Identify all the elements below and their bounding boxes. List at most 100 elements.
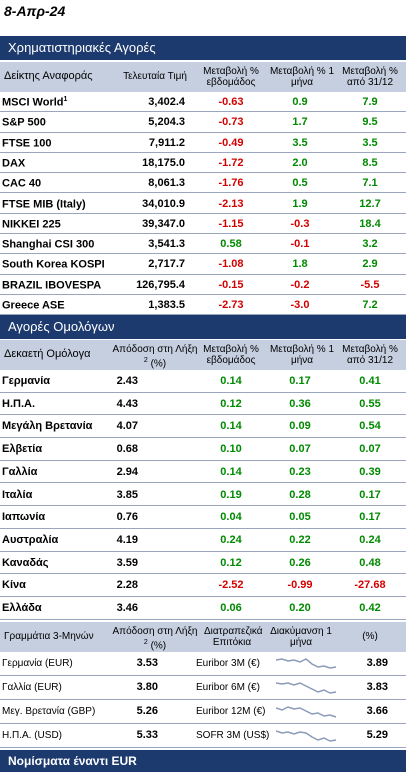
stocks-header-row: Δείκτης Αναφοράς Τελευταία Τιμή Μεταβολή… (0, 62, 406, 92)
bills-row-sparkline (276, 682, 337, 694)
bills-row-sparkline (276, 730, 337, 742)
bonds-header-week: Μεταβολή % εβδομάδος (203, 344, 259, 366)
bonds-row-yield: 3.59 (116, 556, 138, 569)
bills-header-yield-unit: (%) (150, 640, 167, 652)
stocks-row-name: South Korea KOSPI (2, 258, 105, 271)
bonds-row-month: 0.28 (289, 488, 311, 501)
stocks-row-name: NIKKEI 225 (2, 218, 61, 231)
bonds-row-yield: 0.76 (116, 511, 138, 524)
stocks-row-week: -0.15 (218, 278, 244, 291)
bills-row-rate: SOFR 3M (US$) (196, 730, 270, 741)
bonds-row-ytd: 0.41 (359, 375, 381, 387)
bonds-row-yield: 4.07 (116, 420, 138, 433)
bonds-header-yield-sup: 2 (143, 357, 148, 364)
bonds-row-ytd: 0.48 (359, 556, 381, 569)
stocks-row: MSCI World1 3,402.4 -0.63 0.9 7.9 (0, 92, 406, 113)
bonds-header-month: Μεταβολή % 1 μήνα (269, 344, 335, 366)
bonds-row-yield: 2.94 (116, 465, 138, 478)
bonds-row: Ιταλία 3.85 0.19 0.28 0.17 (0, 484, 406, 507)
bonds-row-month: 0.23 (289, 465, 311, 478)
stocks-header-index: Δείκτης Αναφοράς (4, 70, 93, 82)
stocks-row-month: -0.1 (290, 238, 310, 251)
bonds-header-yield-label: Απόδοση στη Λήξη (112, 344, 198, 355)
stocks-row: Shanghai CSI 300 3,541.3 0.58 -0.1 3.2 (0, 234, 406, 255)
stocks-row-last: 8,061.3 (148, 177, 185, 190)
bills-row-name: Γαλλία (EUR) (2, 682, 62, 693)
bills-row: Η.Π.Α. (USD) 5.33 SOFR 3M (US$) 5.29 (0, 724, 406, 748)
bonds-row-ytd: 0.17 (359, 511, 381, 524)
bills-row-name: Γερμανία (EUR) (2, 658, 73, 669)
stocks-row-name: CAC 40 (2, 177, 41, 190)
bonds-row-yield: 2.28 (116, 579, 138, 592)
stocks-row-name: FTSE 100 (2, 137, 52, 149)
bonds-row-week: 0.04 (220, 511, 242, 524)
stocks-header-last: Τελευταία Τιμή (123, 71, 187, 82)
stocks-row-ytd: 8.5 (362, 156, 378, 169)
bills-header-trend: Διακύμανση 1 μήνα (270, 626, 332, 648)
bills-row: Μεγ. Βρετανία (GBP) 5.26 Euribor 12M (€) 3.… (0, 700, 406, 724)
bonds-header-yield: Απόδοση στη Λήξη 2 (%) (112, 344, 198, 369)
bonds-row-month: 0.26 (289, 556, 311, 569)
stocks-row-name-text: NIKKEI 225 (2, 218, 61, 231)
stocks-header-ytd: Μεταβολή % από 31/12 (342, 66, 398, 88)
bonds-row-name: Ιαπωνία (2, 511, 46, 524)
stocks-row-month: 0.9 (292, 96, 308, 108)
bonds-row-name: Ιταλία (2, 488, 33, 501)
bonds-row-ytd: 0.17 (359, 488, 381, 501)
bonds-row-yield: 0.68 (116, 443, 138, 456)
bonds-row: Μεγάλη Βρετανία 4.07 0.14 0.09 0.54 (0, 415, 406, 439)
bonds-row: Ελλάδα 3.46 0.06 0.20 0.42 (0, 597, 406, 620)
stocks-row-last: 126,795.4 (136, 278, 185, 291)
stocks-row: S&P 500 5,204.3 -0.73 1.7 9.5 (0, 112, 406, 133)
bonds-row-name: Ελβετία (2, 443, 43, 456)
bills-row: Γερμανία (EUR) 3.53 Euribor 3M (€) 3.89 (0, 652, 406, 676)
bills-header-interbank: Διατραπεζικά Επιτόκια (204, 626, 263, 648)
stocks-row-month: 2.0 (292, 156, 308, 169)
bonds-row-ytd: -27.68 (354, 579, 386, 592)
bonds-row-week: 0.19 (220, 488, 242, 501)
bonds-row: Γερμανία 2.43 0.14 0.17 0.41 (0, 370, 406, 393)
bonds-row-week: 0.14 (220, 465, 242, 478)
bills-row-sparkline (276, 706, 337, 718)
bonds-row-name: Αυστραλία (2, 533, 59, 546)
stocks-row-week: 0.58 (220, 238, 242, 251)
stocks-row-name: DAX (2, 157, 25, 170)
bonds-row-week: 0.10 (220, 443, 242, 456)
stocks-row-name-text: S&P 500 (2, 116, 46, 129)
stocks-row-last: 39,347.0 (142, 217, 185, 230)
stocks-row-last: 3,541.3 (148, 238, 185, 251)
bonds-row-month: 0.20 (289, 602, 311, 614)
stocks-row-name: Shanghai CSI 300 (2, 238, 94, 251)
bonds-row: Κίνα 2.28 -2.52 -0.99 -27.68 (0, 574, 406, 597)
stocks-row-name-text: Greece ASE (2, 299, 65, 312)
bills-row-value: 3.66 (366, 705, 388, 717)
bonds-row-yield: 3.46 (116, 602, 138, 614)
bills-row-rate: Euribor 12M (€) (196, 706, 266, 717)
stocks-row-name-text: CAC 40 (2, 177, 42, 190)
stocks-row: NIKKEI 225 39,347.0 -1.15 -0.3 18.4 (0, 214, 406, 235)
stocks-row-name: S&P 500 (2, 116, 46, 129)
stocks-row-month: 3.5 (292, 136, 308, 149)
bonds-row-week: 0.12 (220, 397, 242, 410)
stocks-header-week: Μεταβολή % εβδομάδος (203, 66, 259, 88)
bonds-row-month: 0.07 (289, 443, 311, 456)
bills-row-name: Μεγ. Βρετανία (GBP) (2, 706, 96, 717)
bills-row-rate: Euribor 6M (€) (196, 682, 260, 693)
bills-row-sparkline (276, 658, 337, 669)
stocks-row-month: -3.0 (290, 299, 310, 311)
bonds-row-week: 0.14 (220, 420, 242, 433)
bonds-row-month: 0.09 (289, 420, 311, 433)
bonds-row-week: 0.12 (220, 556, 242, 569)
stocks-row-week: -1.76 (218, 177, 244, 190)
bonds-row-ytd: 0.24 (359, 533, 381, 546)
bonds-row-name: Κίνα (2, 579, 26, 592)
bonds-row-name: Γερμανία (2, 375, 51, 387)
stocks-row-ytd: 12.7 (359, 197, 381, 210)
bills-header-yield-label: Απόδοση στη Λήξη (112, 626, 198, 637)
stocks-row: BRAZIL IBOVESPA 126,795.4 -0.15 -0.2 -5.5 (0, 275, 406, 295)
stocks-row-last: 5,204.3 (148, 116, 185, 129)
stocks-row-ytd: 3.5 (362, 136, 378, 149)
bonds-row-month: 0.36 (289, 397, 311, 410)
bonds-row-month: -0.99 (287, 579, 313, 592)
bonds-row-yield: 2.43 (116, 375, 138, 387)
